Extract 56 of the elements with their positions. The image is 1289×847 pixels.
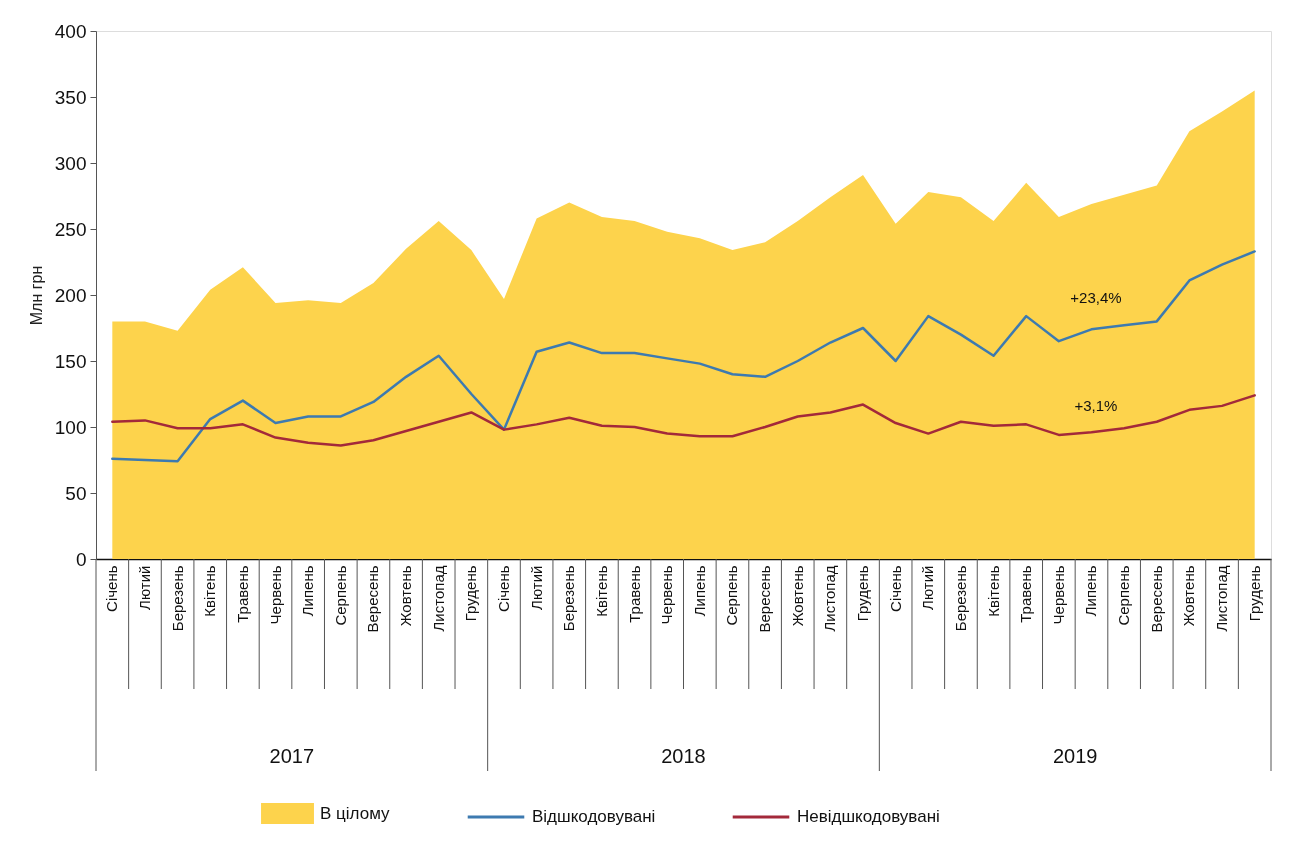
x-tick-label: Вересень xyxy=(756,565,774,633)
x-tick-label: Січень xyxy=(494,565,512,612)
text: 2018 xyxy=(661,745,706,767)
x-tick-label: Лютий xyxy=(919,565,937,610)
y-tick-label: 350 xyxy=(54,86,87,108)
x-tick-label: Травень xyxy=(625,565,643,623)
x-tick-label: Вересень xyxy=(1147,565,1165,633)
line-series xyxy=(111,394,1256,447)
x-tick-label: Лютий xyxy=(135,565,153,610)
legend-label: Невідшкодовувані xyxy=(797,807,940,826)
x-tick-label: Травень xyxy=(1017,565,1035,623)
x-tick-label: Червень xyxy=(658,565,676,625)
x-tick-label: Серпень xyxy=(331,565,349,626)
x-tick-label: Липень xyxy=(690,565,708,617)
x-tick-label: Грудень xyxy=(1245,565,1263,622)
x-tick-label: Червень xyxy=(1049,565,1067,625)
annotation: +23,4% xyxy=(1070,289,1122,307)
x-tick-label: Серпень xyxy=(723,565,741,626)
x-tick-label: Червень xyxy=(266,565,284,625)
x-tick-label: Серпень xyxy=(1115,565,1133,626)
y-tick-label: 150 xyxy=(54,350,87,372)
y-tick-label: 250 xyxy=(54,218,87,240)
x-tick-label: Жовтень xyxy=(1180,565,1198,627)
x-tick-label: Вересень xyxy=(364,565,382,633)
x-tick-label: Січень xyxy=(886,565,904,612)
y-axis-title: Млн грн xyxy=(27,265,45,326)
x-tick-label: Січень xyxy=(103,565,121,612)
x-tick-label: Квітень xyxy=(592,565,610,617)
x-tick-label: Березень xyxy=(168,565,186,632)
line-series xyxy=(111,250,1256,463)
x-tick-label: Листопад xyxy=(429,565,447,632)
legend-label: Відшкодовувані xyxy=(532,807,656,826)
y-tick-label: 0 xyxy=(75,548,87,570)
y-tick-label: 300 xyxy=(54,152,87,174)
x-tick-label: Листопад xyxy=(821,565,839,632)
x-tick-label: Квітень xyxy=(984,565,1002,617)
x-tick-label: Березень xyxy=(951,565,969,632)
y-tick-label: 50 xyxy=(65,482,87,504)
x-tick-label: Грудень xyxy=(462,565,480,622)
x-tick-label: Листопад xyxy=(1213,565,1231,632)
x-tick-label: Грудень xyxy=(854,565,872,622)
y-tick-label: 100 xyxy=(54,416,87,438)
x-tick-label: Квітень xyxy=(201,565,219,617)
x-tick-label: Жовтень xyxy=(397,565,415,627)
x-tick-label: Липень xyxy=(1082,565,1100,617)
annotation: +3,1% xyxy=(1074,396,1118,414)
legend-label: В цілому xyxy=(320,803,391,823)
y-tick-label: 200 xyxy=(54,284,87,306)
y-tick-label: 400 xyxy=(54,20,87,42)
text: 2017 xyxy=(269,745,315,767)
x-tick-label: Лютий xyxy=(527,565,545,610)
x-tick-label: Жовтень xyxy=(788,565,806,627)
x-tick-label: Березень xyxy=(560,565,578,632)
x-tick-label: Травень xyxy=(233,565,251,623)
x-tick-label: Липень xyxy=(299,565,317,617)
text: 2019 xyxy=(1052,745,1098,767)
